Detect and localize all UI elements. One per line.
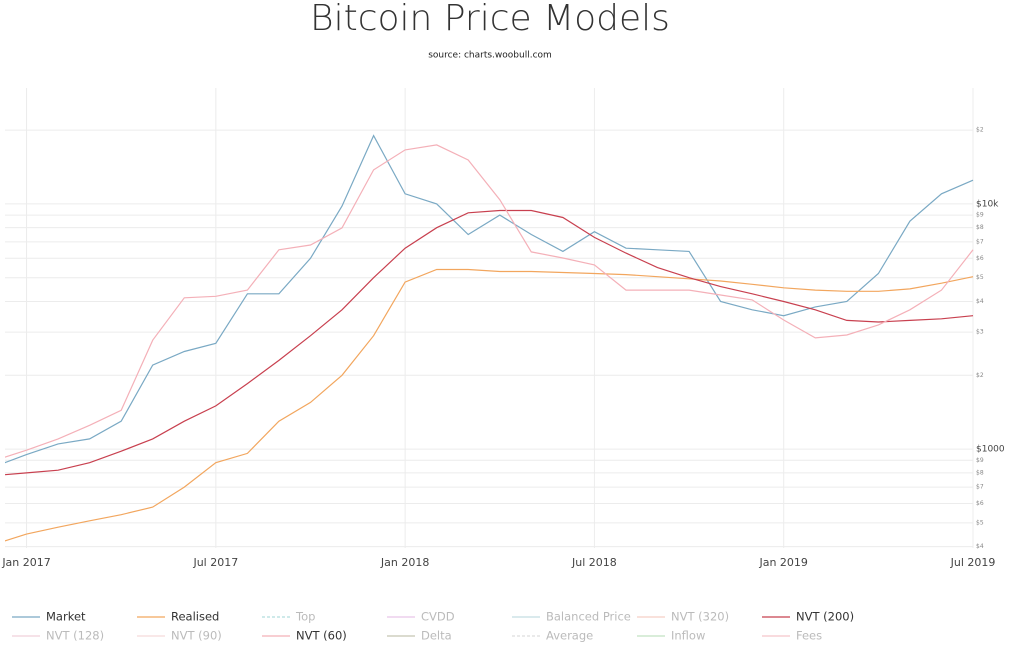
- y-tick-label: $6: [976, 255, 984, 262]
- y-tick-label: $7: [976, 484, 984, 491]
- legend-label: NVT (128): [46, 629, 104, 643]
- legend-label: NVT (60): [296, 629, 347, 643]
- y-tick-label: $9: [976, 457, 984, 464]
- legend-label: NVT (320): [671, 610, 729, 624]
- legend-label: Market: [46, 610, 86, 624]
- y-tick-label: $1000: [976, 445, 1005, 455]
- legend-label: Delta: [421, 629, 452, 643]
- legend-label: Top: [295, 610, 315, 624]
- x-tick-label: Jan 2018: [380, 556, 429, 569]
- series-line: [5, 209, 974, 476]
- y-tick-label: $6: [976, 500, 984, 507]
- x-tick-label: Jan 2019: [758, 556, 807, 569]
- legend-label: NVT (90): [171, 629, 222, 643]
- chart-title: Bitcoin Price Models: [310, 0, 670, 39]
- y-tick-label: $4: [976, 543, 984, 550]
- x-tick-label: Jul 2019: [950, 556, 996, 569]
- y-tick-label: $5: [976, 274, 984, 281]
- y-tick-label: $5: [976, 519, 984, 526]
- legend-label: Inflow: [671, 629, 705, 643]
- y-tick-label: $9: [976, 212, 984, 219]
- y-tick-label: $8: [976, 224, 984, 231]
- legend-label: CVDD: [421, 610, 455, 624]
- y-tick-label: $2: [976, 372, 984, 379]
- y-tick-label: $4: [976, 298, 984, 305]
- legend-label: Realised: [171, 610, 219, 624]
- y-tick-label: $10k: [976, 199, 999, 209]
- chart-subtitle: source: charts.woobull.com: [428, 51, 552, 61]
- legend-label: Average: [546, 629, 593, 643]
- x-tick-label: Jan 2017: [1, 556, 50, 569]
- x-tick-label: Jul 2018: [571, 556, 617, 569]
- y-tick-label: $3: [976, 329, 984, 336]
- legend-label: Balanced Price: [546, 610, 631, 624]
- y-tick-label: $7: [976, 238, 984, 245]
- plot-area: [5, 134, 974, 542]
- y-tick-label: $2: [976, 127, 984, 134]
- legend-label: NVT (200): [796, 610, 854, 624]
- x-tick-label: Jul 2017: [192, 556, 238, 569]
- series-line: [5, 268, 974, 542]
- series-line: [5, 144, 974, 458]
- y-tick-label: $8: [976, 469, 984, 476]
- legend-label: Fees: [796, 629, 822, 643]
